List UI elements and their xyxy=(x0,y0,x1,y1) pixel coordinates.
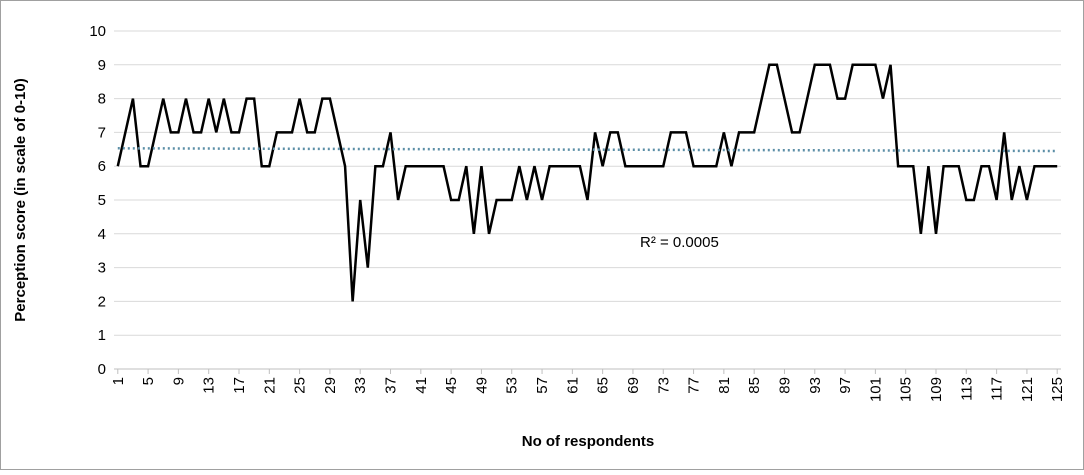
x-tick-label: 25 xyxy=(292,377,309,394)
x-tick-label: 9 xyxy=(170,377,187,385)
x-tick-label: 105 xyxy=(898,377,915,402)
x-tick-label: 85 xyxy=(746,377,763,394)
y-tick-label: 10 xyxy=(89,23,106,40)
x-tick-label: 65 xyxy=(595,377,612,394)
x-tick-label: 49 xyxy=(473,377,490,394)
x-tick-label: 29 xyxy=(322,377,339,394)
x-tick-label: 33 xyxy=(352,377,369,394)
x-tick-label: 13 xyxy=(201,377,218,394)
x-tick-label: 113 xyxy=(958,377,975,401)
data-line xyxy=(116,63,1058,302)
y-tick-label: 1 xyxy=(98,327,106,344)
trendline xyxy=(117,147,1058,153)
x-tick-label: 73 xyxy=(655,377,672,394)
x-tick-label: 97 xyxy=(837,377,854,394)
x-tick-label: 45 xyxy=(443,377,460,394)
annotation: R² = 0.0005 xyxy=(640,234,719,251)
x-tick-label: 5 xyxy=(140,377,157,385)
x-tick-label: 101 xyxy=(867,377,884,402)
x-tick-label: 69 xyxy=(625,377,642,394)
y-tick-label: 0 xyxy=(98,361,106,378)
x-tick-label: 89 xyxy=(776,377,793,394)
y-tick-label: 9 xyxy=(98,57,106,74)
y-tick-label: 6 xyxy=(98,158,106,175)
y-tick-label: 8 xyxy=(98,91,106,108)
x-tick-label: 117 xyxy=(989,377,1006,401)
x-axis-title: No of respondents xyxy=(522,433,655,450)
x-tick-label: 109 xyxy=(928,377,945,402)
x-tick-label: 1 xyxy=(110,377,127,385)
y-tick-label: 5 xyxy=(98,192,106,209)
x-tick-label: 17 xyxy=(231,377,248,394)
x-tick-label: 57 xyxy=(534,377,551,394)
x-tick-label: 93 xyxy=(807,377,824,394)
y-axis-title: Perception score (in scale of 0-10) xyxy=(12,78,29,321)
y-tick-label: 4 xyxy=(98,226,106,243)
y-tick-label: 7 xyxy=(98,124,106,141)
x-tick-label: 121 xyxy=(1019,377,1036,402)
x-tick-label: 81 xyxy=(716,377,733,394)
x-tick-label: 21 xyxy=(261,377,278,394)
x-tick-label: 41 xyxy=(413,377,430,394)
y-tick-label: 3 xyxy=(98,260,106,277)
x-tick-label: 77 xyxy=(686,377,703,394)
x-tick-label: 53 xyxy=(504,377,521,394)
x-tick-label: 37 xyxy=(383,377,400,394)
y-tick-label: 2 xyxy=(98,293,106,310)
x-tick-label: 61 xyxy=(564,377,581,394)
x-tick-label: 125 xyxy=(1049,377,1066,402)
